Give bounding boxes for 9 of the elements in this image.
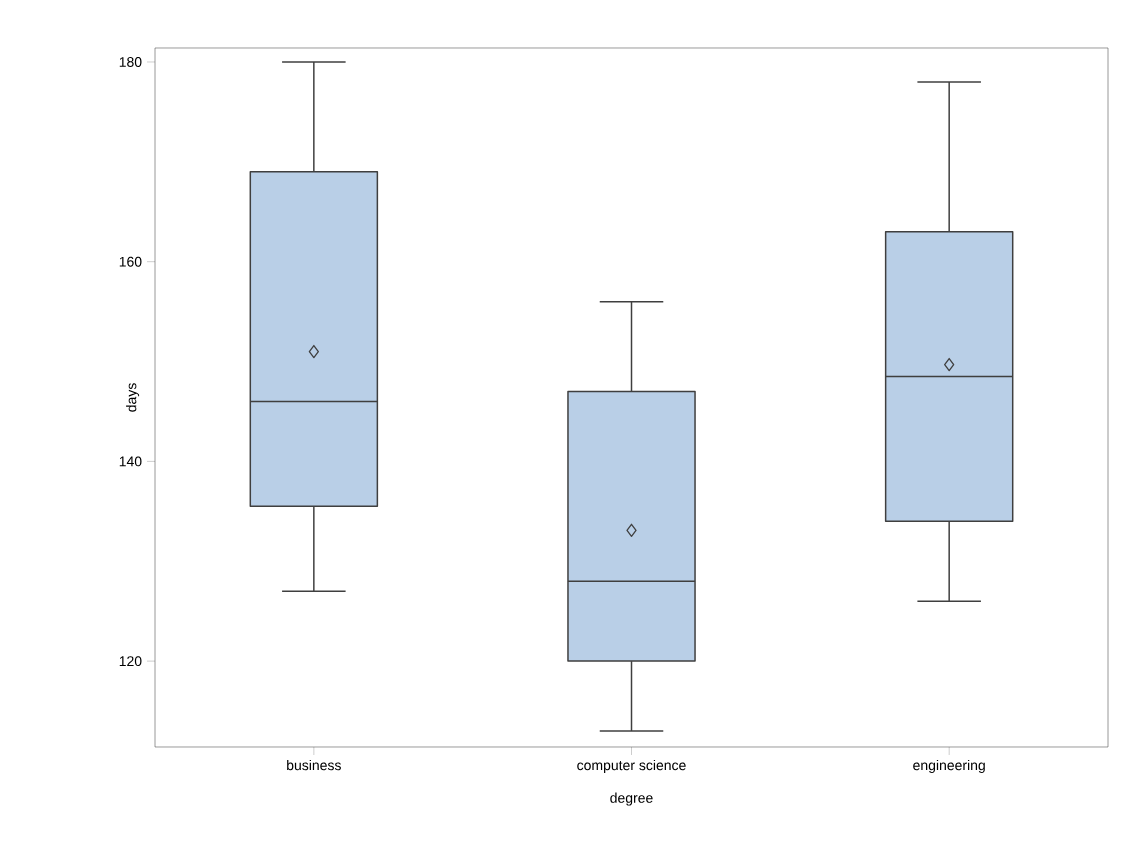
y-tick-label: 140 <box>119 456 142 467</box>
y-tick-label: 160 <box>119 256 142 267</box>
x-tick-label: computer science <box>577 759 686 773</box>
x-tick-label: engineering <box>913 759 985 773</box>
x-axis-title: degree <box>610 792 653 806</box>
y-tick-label: 120 <box>119 656 142 667</box>
x-tick-label: business <box>287 759 341 771</box>
y-tick-label: 180 <box>119 57 142 67</box>
y-axis-title: days <box>126 383 140 412</box>
